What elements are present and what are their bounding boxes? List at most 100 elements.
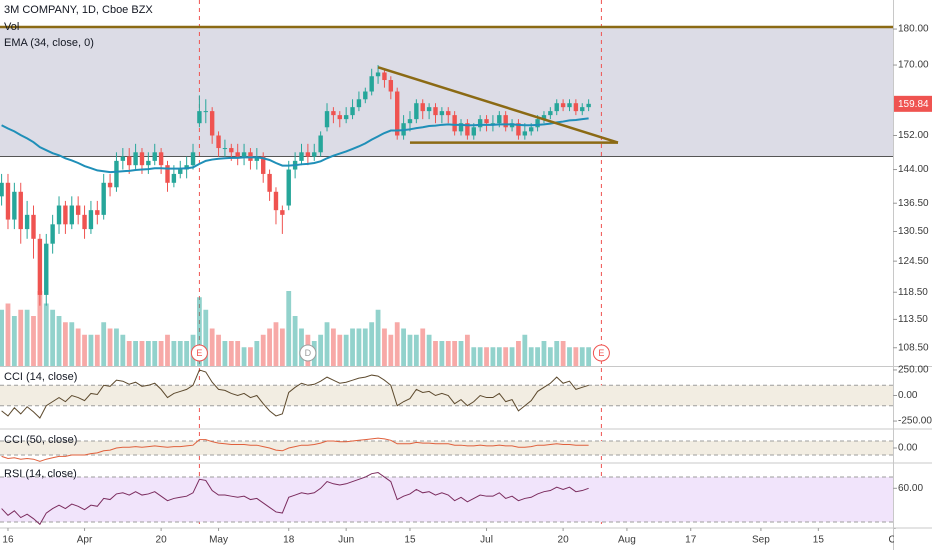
candle-body <box>120 156 126 161</box>
volume-bar <box>439 341 445 366</box>
candle-body <box>241 152 247 157</box>
candle-body <box>171 173 177 183</box>
y-tick-label: 118.50 <box>898 287 928 298</box>
candle-body <box>331 111 336 116</box>
price-axis <box>893 0 932 550</box>
volume-bar <box>362 328 368 366</box>
event-label: E <box>598 348 604 358</box>
candle-body <box>152 152 157 161</box>
volume-bar <box>503 347 509 366</box>
candle-body <box>88 210 94 230</box>
volume-bar <box>433 341 438 366</box>
volume-bar <box>254 341 260 366</box>
volume-bar <box>356 328 362 366</box>
indicator-line <box>1 472 589 526</box>
candle-body <box>363 91 368 100</box>
volume-bar <box>133 341 138 366</box>
volume-bar <box>197 297 202 366</box>
volume-bar <box>330 328 336 366</box>
x-tick-label: Jun <box>338 535 354 546</box>
event-label: E <box>196 348 202 358</box>
x-tick-label: 15 <box>813 535 825 546</box>
volume-bar <box>165 334 170 366</box>
candle-body <box>433 107 438 116</box>
candle-body <box>216 135 221 149</box>
volume-bar <box>567 347 572 366</box>
trendline <box>377 66 619 144</box>
x-tick-label: May <box>209 535 228 546</box>
y-tick-label: 124.50 <box>898 256 929 267</box>
volume-bar <box>260 334 266 366</box>
candle-body <box>356 99 362 108</box>
volume-bar <box>209 328 215 366</box>
volume-bar <box>343 334 349 366</box>
volume-bar <box>318 334 324 366</box>
x-tick-label: 20 <box>156 535 168 546</box>
x-tick-label: 20 <box>558 535 570 546</box>
candle-body <box>5 182 11 220</box>
volume-bar <box>18 309 24 366</box>
candle-body <box>190 152 196 166</box>
candle-body <box>548 111 553 116</box>
volume-bar <box>158 341 164 366</box>
price-label-text: 159.84 <box>898 99 929 110</box>
event-marker <box>190 344 208 362</box>
candle-body <box>452 115 457 132</box>
volume-bar <box>31 316 36 366</box>
candle-body <box>573 103 579 112</box>
candle-body <box>63 205 68 225</box>
volume-bar <box>560 341 566 366</box>
candle-body <box>69 205 74 225</box>
volume-bar <box>299 328 304 366</box>
band <box>0 440 893 455</box>
candle-body <box>18 191 23 230</box>
band <box>0 477 893 523</box>
volume-bar <box>273 322 279 366</box>
pane-title: CCI (14, close) <box>4 371 77 383</box>
volume-bar <box>171 341 177 366</box>
volume-bar <box>458 341 464 366</box>
volume-bar <box>222 341 228 366</box>
candle-body <box>439 111 445 116</box>
candle-body <box>273 191 279 211</box>
candle-body <box>37 238 43 295</box>
x-tick-label: Jul <box>480 535 493 546</box>
axis-corner <box>894 529 932 550</box>
volume-bar <box>107 328 113 366</box>
candle-body <box>203 111 208 113</box>
volume-bar <box>11 316 17 366</box>
candle-body <box>477 119 483 128</box>
volume-bar <box>56 316 62 366</box>
volume-bar <box>0 309 4 366</box>
candle-body <box>414 103 419 120</box>
candle-body <box>44 243 49 295</box>
candle-body <box>458 123 464 132</box>
volume-bar <box>324 322 330 366</box>
candle-body <box>178 169 183 174</box>
y-tick-label: 113.50 <box>898 314 928 325</box>
candle-body <box>407 119 413 124</box>
candle-body <box>101 182 106 215</box>
volume-bar <box>228 341 234 366</box>
candle-body <box>560 103 566 108</box>
candle-body <box>146 160 151 166</box>
volume-bar <box>522 334 528 366</box>
candle-body <box>567 103 572 108</box>
y-tick-label: 0.00 <box>898 390 918 401</box>
volume-bar <box>184 341 190 366</box>
candle-body <box>139 152 145 166</box>
candle-body <box>446 111 451 116</box>
volume-bar <box>267 328 272 366</box>
volume-bar <box>477 347 483 366</box>
volume-bar <box>484 347 489 366</box>
candle-body <box>503 115 508 128</box>
volume-bar <box>286 291 292 366</box>
volume-bar <box>509 347 515 366</box>
candle-body <box>222 148 228 150</box>
pane-title: RSI (14, close) <box>4 468 77 480</box>
candle-body <box>95 210 100 215</box>
y-tick-label: 0.00 <box>898 443 918 454</box>
volume-bar <box>541 341 547 366</box>
